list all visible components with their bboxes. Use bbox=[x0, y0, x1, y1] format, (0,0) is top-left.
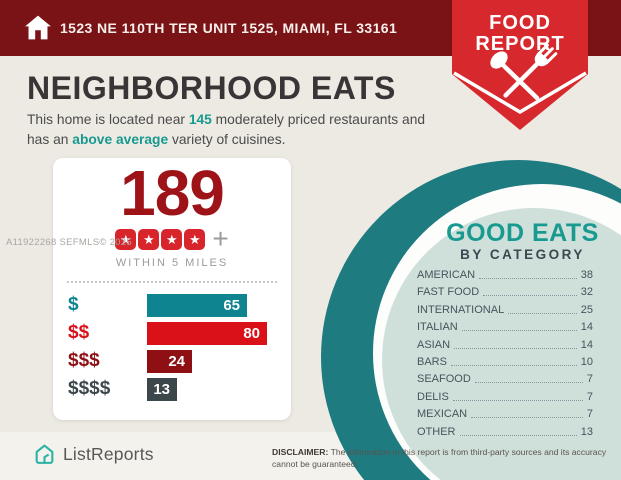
stats-card: 189 ★ ★ ★ ★ + WITHIN 5 MILES $65 $$ 80 $$$ 24 $$$… bbox=[53, 158, 291, 420]
category-label: AMERICAN bbox=[417, 269, 476, 281]
dotted-leader bbox=[450, 364, 577, 366]
price-bars: $65 $$ 80 $$$ 24 $$$$ 13 bbox=[53, 293, 291, 401]
category-row: MEXICAN 7 bbox=[417, 408, 593, 420]
category-value: 13 bbox=[580, 425, 593, 438]
category-label: DELIS bbox=[417, 390, 449, 403]
star-icon: ★ bbox=[184, 228, 206, 250]
house-icon bbox=[24, 14, 52, 46]
category-row: BARS 10 bbox=[417, 356, 593, 368]
property-address: 1523 NE 110TH TER UNIT 1525, MIAMI, FL 3… bbox=[60, 20, 398, 36]
price-level-label: $$$$ bbox=[68, 378, 111, 400]
price-bar-row: $$ 80 bbox=[68, 321, 276, 345]
bar: 13 bbox=[147, 377, 177, 401]
category-value: 38 bbox=[580, 269, 593, 281]
category-value: 7 bbox=[586, 408, 593, 421]
category-label: OTHER bbox=[417, 425, 456, 438]
bar-value: 13 bbox=[153, 380, 170, 398]
category-row: DELIS 7 bbox=[417, 391, 593, 403]
good-eats-title: GOOD EATS bbox=[446, 219, 599, 247]
category-value: 25 bbox=[580, 303, 593, 316]
star-icon: ★ bbox=[161, 228, 183, 250]
radius-caption: WITHIN 5 MILES bbox=[115, 256, 229, 269]
good-eats-subtitle: BY CATEGORY bbox=[460, 247, 585, 262]
bar-value: 24 bbox=[168, 352, 185, 370]
fork-spoon-icon bbox=[453, 43, 587, 115]
star-icon: ★ bbox=[115, 228, 137, 250]
category-row: ITALIAN 14 bbox=[417, 321, 593, 333]
category-row: OTHER 13 bbox=[417, 426, 593, 438]
listreports-logo: ListReports bbox=[33, 443, 154, 466]
category-label: MEXICAN bbox=[417, 408, 468, 421]
dotted-leader bbox=[471, 417, 583, 419]
category-label: INTERNATIONAL bbox=[417, 303, 505, 316]
category-label: BARS bbox=[417, 355, 447, 368]
disclaimer: DISCLAIMER: The information in this repo… bbox=[272, 447, 607, 469]
bar-value: 80 bbox=[243, 324, 260, 342]
total-restaurants: 189 bbox=[120, 157, 225, 229]
bar: 65 bbox=[147, 293, 247, 317]
category-label: ASIAN bbox=[417, 338, 451, 351]
price-bar-row: $65 bbox=[68, 293, 276, 317]
category-row: AMERICAN 38 bbox=[417, 269, 593, 281]
category-row: INTERNATIONAL 25 bbox=[417, 304, 593, 316]
category-label: ITALIAN bbox=[417, 321, 458, 334]
category-value: 14 bbox=[580, 338, 593, 351]
listreports-house-icon bbox=[35, 444, 54, 464]
category-label: SEAFOOD bbox=[417, 373, 471, 386]
category-value: 7 bbox=[586, 390, 593, 403]
star-icon: ★ bbox=[138, 228, 160, 250]
category-value: 14 bbox=[580, 321, 593, 334]
dotted-leader bbox=[454, 347, 577, 349]
category-row: ASIAN 14 bbox=[417, 339, 593, 351]
dotted-leader bbox=[459, 434, 577, 436]
dotted-leader bbox=[474, 382, 583, 384]
page-subtitle: This home is located near 145 moderately… bbox=[27, 112, 426, 147]
price-bar-row: $$$ 24 bbox=[68, 349, 276, 373]
variety-highlight: above average bbox=[72, 131, 169, 147]
price-level-label: $$ bbox=[68, 322, 90, 344]
category-label: FAST FOOD bbox=[417, 286, 480, 299]
dotted-leader bbox=[508, 312, 577, 314]
price-bar-row: $$$$ 13 bbox=[68, 377, 276, 401]
category-value: 10 bbox=[580, 355, 593, 368]
category-value: 32 bbox=[580, 286, 593, 299]
category-row: SEAFOOD 7 bbox=[417, 373, 593, 385]
food-report-badge: FOOD REPORT bbox=[452, 0, 588, 130]
restaurant-count: 145 bbox=[188, 112, 212, 127]
price-level-label: $ bbox=[68, 294, 79, 316]
bar: 80 bbox=[147, 321, 267, 345]
brand-name: ListReports bbox=[63, 444, 154, 464]
dotted-leader bbox=[461, 330, 577, 332]
mls-watermark: A11922268 SEFMLS© 2025 bbox=[6, 237, 132, 248]
category-list: AMERICAN 38 FAST FOOD 32 INTERNATIONAL 25 ITAL… bbox=[417, 269, 593, 443]
price-level-label: $$$ bbox=[68, 350, 100, 372]
star-rating: ★ ★ ★ ★ + bbox=[53, 223, 291, 255]
dotted-leader bbox=[452, 399, 583, 401]
dotted-leader bbox=[479, 278, 577, 279]
dotted-leader bbox=[483, 295, 577, 297]
bar: 24 bbox=[147, 349, 192, 373]
page-title: NEIGHBORHOOD EATS bbox=[27, 70, 396, 106]
plus-icon: + bbox=[212, 223, 229, 255]
dotted-divider bbox=[67, 280, 277, 283]
category-value: 7 bbox=[586, 373, 593, 386]
category-row: FAST FOOD 32 bbox=[417, 286, 593, 298]
bar-value: 65 bbox=[223, 296, 240, 314]
